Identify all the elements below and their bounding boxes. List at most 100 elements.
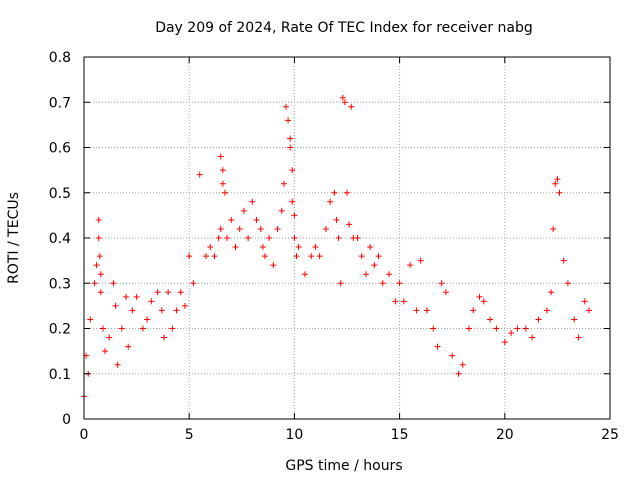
data-points <box>81 94 592 400</box>
data-point <box>581 298 588 305</box>
y-tick-label: 0.4 <box>49 231 71 247</box>
data-point <box>430 325 437 332</box>
data-point <box>449 352 456 359</box>
data-point <box>215 235 222 241</box>
data-point <box>123 293 130 300</box>
x-axis-ticks: 0 5 10 15 20 25 <box>80 57 619 443</box>
data-point <box>335 235 342 241</box>
x-tick-label: 15 <box>391 427 409 443</box>
data-point <box>186 253 193 260</box>
y-tick-label: 0 <box>62 412 71 428</box>
y-tick-label: 0.6 <box>49 141 71 157</box>
data-point <box>110 280 117 287</box>
data-point <box>337 280 344 287</box>
data-point <box>487 316 494 323</box>
data-point <box>118 325 125 332</box>
data-point <box>282 103 289 110</box>
data-point <box>535 316 542 323</box>
data-point <box>236 225 243 232</box>
data-point <box>375 253 382 260</box>
data-point <box>322 225 329 232</box>
data-point <box>224 235 231 241</box>
data-point <box>289 198 296 205</box>
data-point <box>386 271 393 278</box>
y-tick-label: 0.8 <box>49 50 71 66</box>
data-point <box>221 189 228 196</box>
data-point <box>413 307 420 314</box>
data-point <box>327 198 334 205</box>
y-tick-label: 0.5 <box>49 186 71 202</box>
data-point <box>278 207 285 214</box>
y-axis-label: ROTI / TECUs <box>6 192 22 284</box>
data-point <box>144 316 151 323</box>
data-point <box>95 235 102 241</box>
data-point <box>93 262 100 269</box>
data-point <box>240 207 247 214</box>
data-point <box>543 307 550 314</box>
data-point <box>346 221 353 228</box>
data-point <box>106 334 113 341</box>
data-point <box>245 235 252 241</box>
data-point <box>423 307 430 314</box>
data-point <box>219 180 226 187</box>
data-point <box>466 325 473 332</box>
data-point <box>253 216 260 223</box>
data-point <box>280 180 287 187</box>
data-point <box>257 225 264 232</box>
data-point <box>217 225 224 232</box>
data-point <box>96 253 103 260</box>
data-point <box>154 289 161 296</box>
data-point <box>470 307 477 314</box>
data-point <box>97 289 104 296</box>
y-tick-label: 0.2 <box>49 322 71 338</box>
data-point <box>217 153 224 160</box>
data-point <box>91 280 98 287</box>
data-point <box>522 325 529 332</box>
data-point <box>133 293 140 300</box>
data-point <box>434 343 441 350</box>
data-point <box>575 334 582 341</box>
data-point <box>407 262 414 269</box>
data-point <box>339 94 346 101</box>
y-tick-label: 0.1 <box>49 367 71 383</box>
data-point <box>331 189 338 196</box>
data-point <box>291 212 298 219</box>
data-point <box>173 307 180 314</box>
data-point <box>190 280 197 287</box>
data-point <box>459 361 466 368</box>
data-point <box>392 298 399 305</box>
data-point <box>295 244 302 251</box>
x-axis-label: GPS time / hours <box>285 458 402 474</box>
data-point <box>476 293 483 300</box>
data-point <box>114 361 121 368</box>
data-point <box>367 244 374 251</box>
data-point <box>148 298 155 305</box>
data-point <box>196 171 203 178</box>
data-point <box>480 298 487 305</box>
data-point <box>112 302 119 309</box>
data-point <box>139 325 146 332</box>
y-tick-label: 0.3 <box>49 276 71 292</box>
data-point <box>95 216 102 223</box>
data-point <box>287 135 294 142</box>
data-point <box>158 307 165 314</box>
data-point <box>493 325 500 332</box>
data-point <box>249 198 256 205</box>
y-axis-ticks: 0 0.1 0.2 0.3 0.4 0.5 0.6 0.7 0.8 <box>49 50 610 428</box>
data-point <box>552 180 559 187</box>
data-point <box>529 334 536 341</box>
data-point <box>438 280 445 287</box>
grid-lines <box>84 57 610 419</box>
data-point <box>97 271 104 278</box>
data-point <box>400 298 407 305</box>
data-point <box>308 253 315 260</box>
data-point <box>219 167 226 174</box>
data-point <box>99 325 106 332</box>
data-point <box>177 289 184 296</box>
data-point <box>560 257 567 264</box>
data-point <box>508 330 515 337</box>
data-point <box>564 280 571 287</box>
data-point <box>301 271 308 278</box>
data-point <box>129 307 136 314</box>
